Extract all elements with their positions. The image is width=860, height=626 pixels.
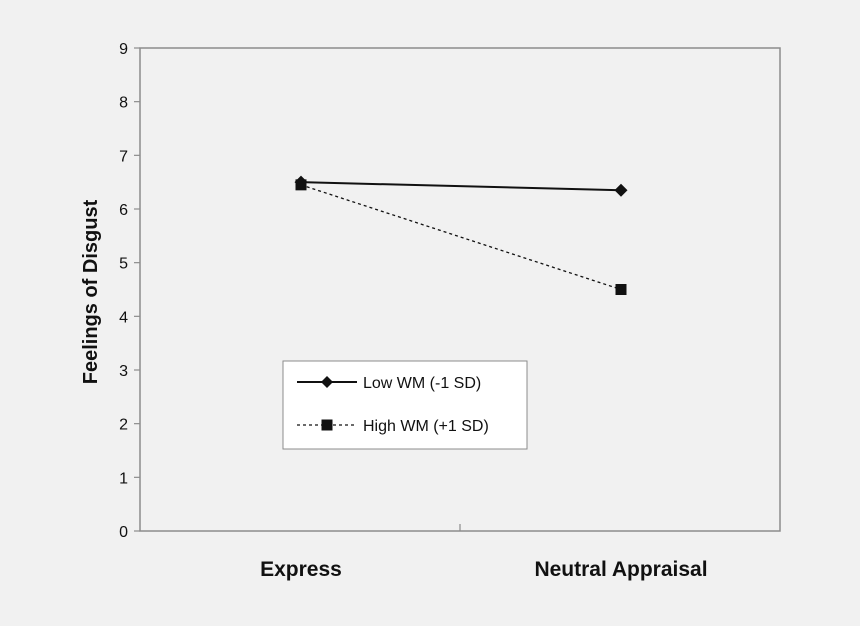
y-tick-label: 0: [119, 524, 128, 541]
y-axis-ticks: 0 1 2 3 4 5 6 7 8 9: [119, 41, 140, 541]
legend-entry: High WM (+1 SD): [297, 418, 489, 435]
y-tick-label: 6: [119, 202, 128, 219]
y-tick-label: 4: [119, 309, 128, 326]
series-low-wm: [294, 175, 628, 197]
data-point-diamond: [321, 376, 333, 388]
legend-label: Low WM (-1 SD): [363, 375, 481, 392]
y-tick-label: 8: [119, 95, 128, 112]
data-point-diamond: [614, 183, 628, 197]
y-tick-label: 5: [119, 256, 128, 273]
data-point-diamond: [294, 175, 308, 189]
series-line: [300, 181, 622, 192]
plot-frame: [139, 47, 781, 532]
legend-entry: Low WM (-1 SD): [297, 375, 481, 392]
legend: Low WM (-1 SD) High WM (+1 SD): [282, 360, 528, 450]
x-axis-categories: Express Neutral Appraisal: [260, 558, 707, 581]
y-axis-label: Feelings of Disgust: [80, 199, 102, 384]
plot-area-border: [139, 47, 781, 532]
y-tick-label: 1: [119, 470, 128, 487]
y-tick-label: 7: [119, 148, 128, 165]
x-category-label: Express: [260, 558, 342, 581]
series-line: [300, 184, 622, 291]
legend-label: High WM (+1 SD): [363, 418, 489, 435]
legend-box: [282, 360, 528, 450]
y-tick-label: 2: [119, 417, 128, 434]
data-point-square: [321, 419, 333, 431]
y-tick-label: 9: [119, 41, 128, 58]
series-high-wm: [295, 179, 627, 295]
series-layer: [294, 175, 628, 295]
data-point-square: [615, 284, 627, 295]
y-tick-label: 3: [119, 363, 128, 380]
x-category-label: Neutral Appraisal: [534, 558, 707, 581]
